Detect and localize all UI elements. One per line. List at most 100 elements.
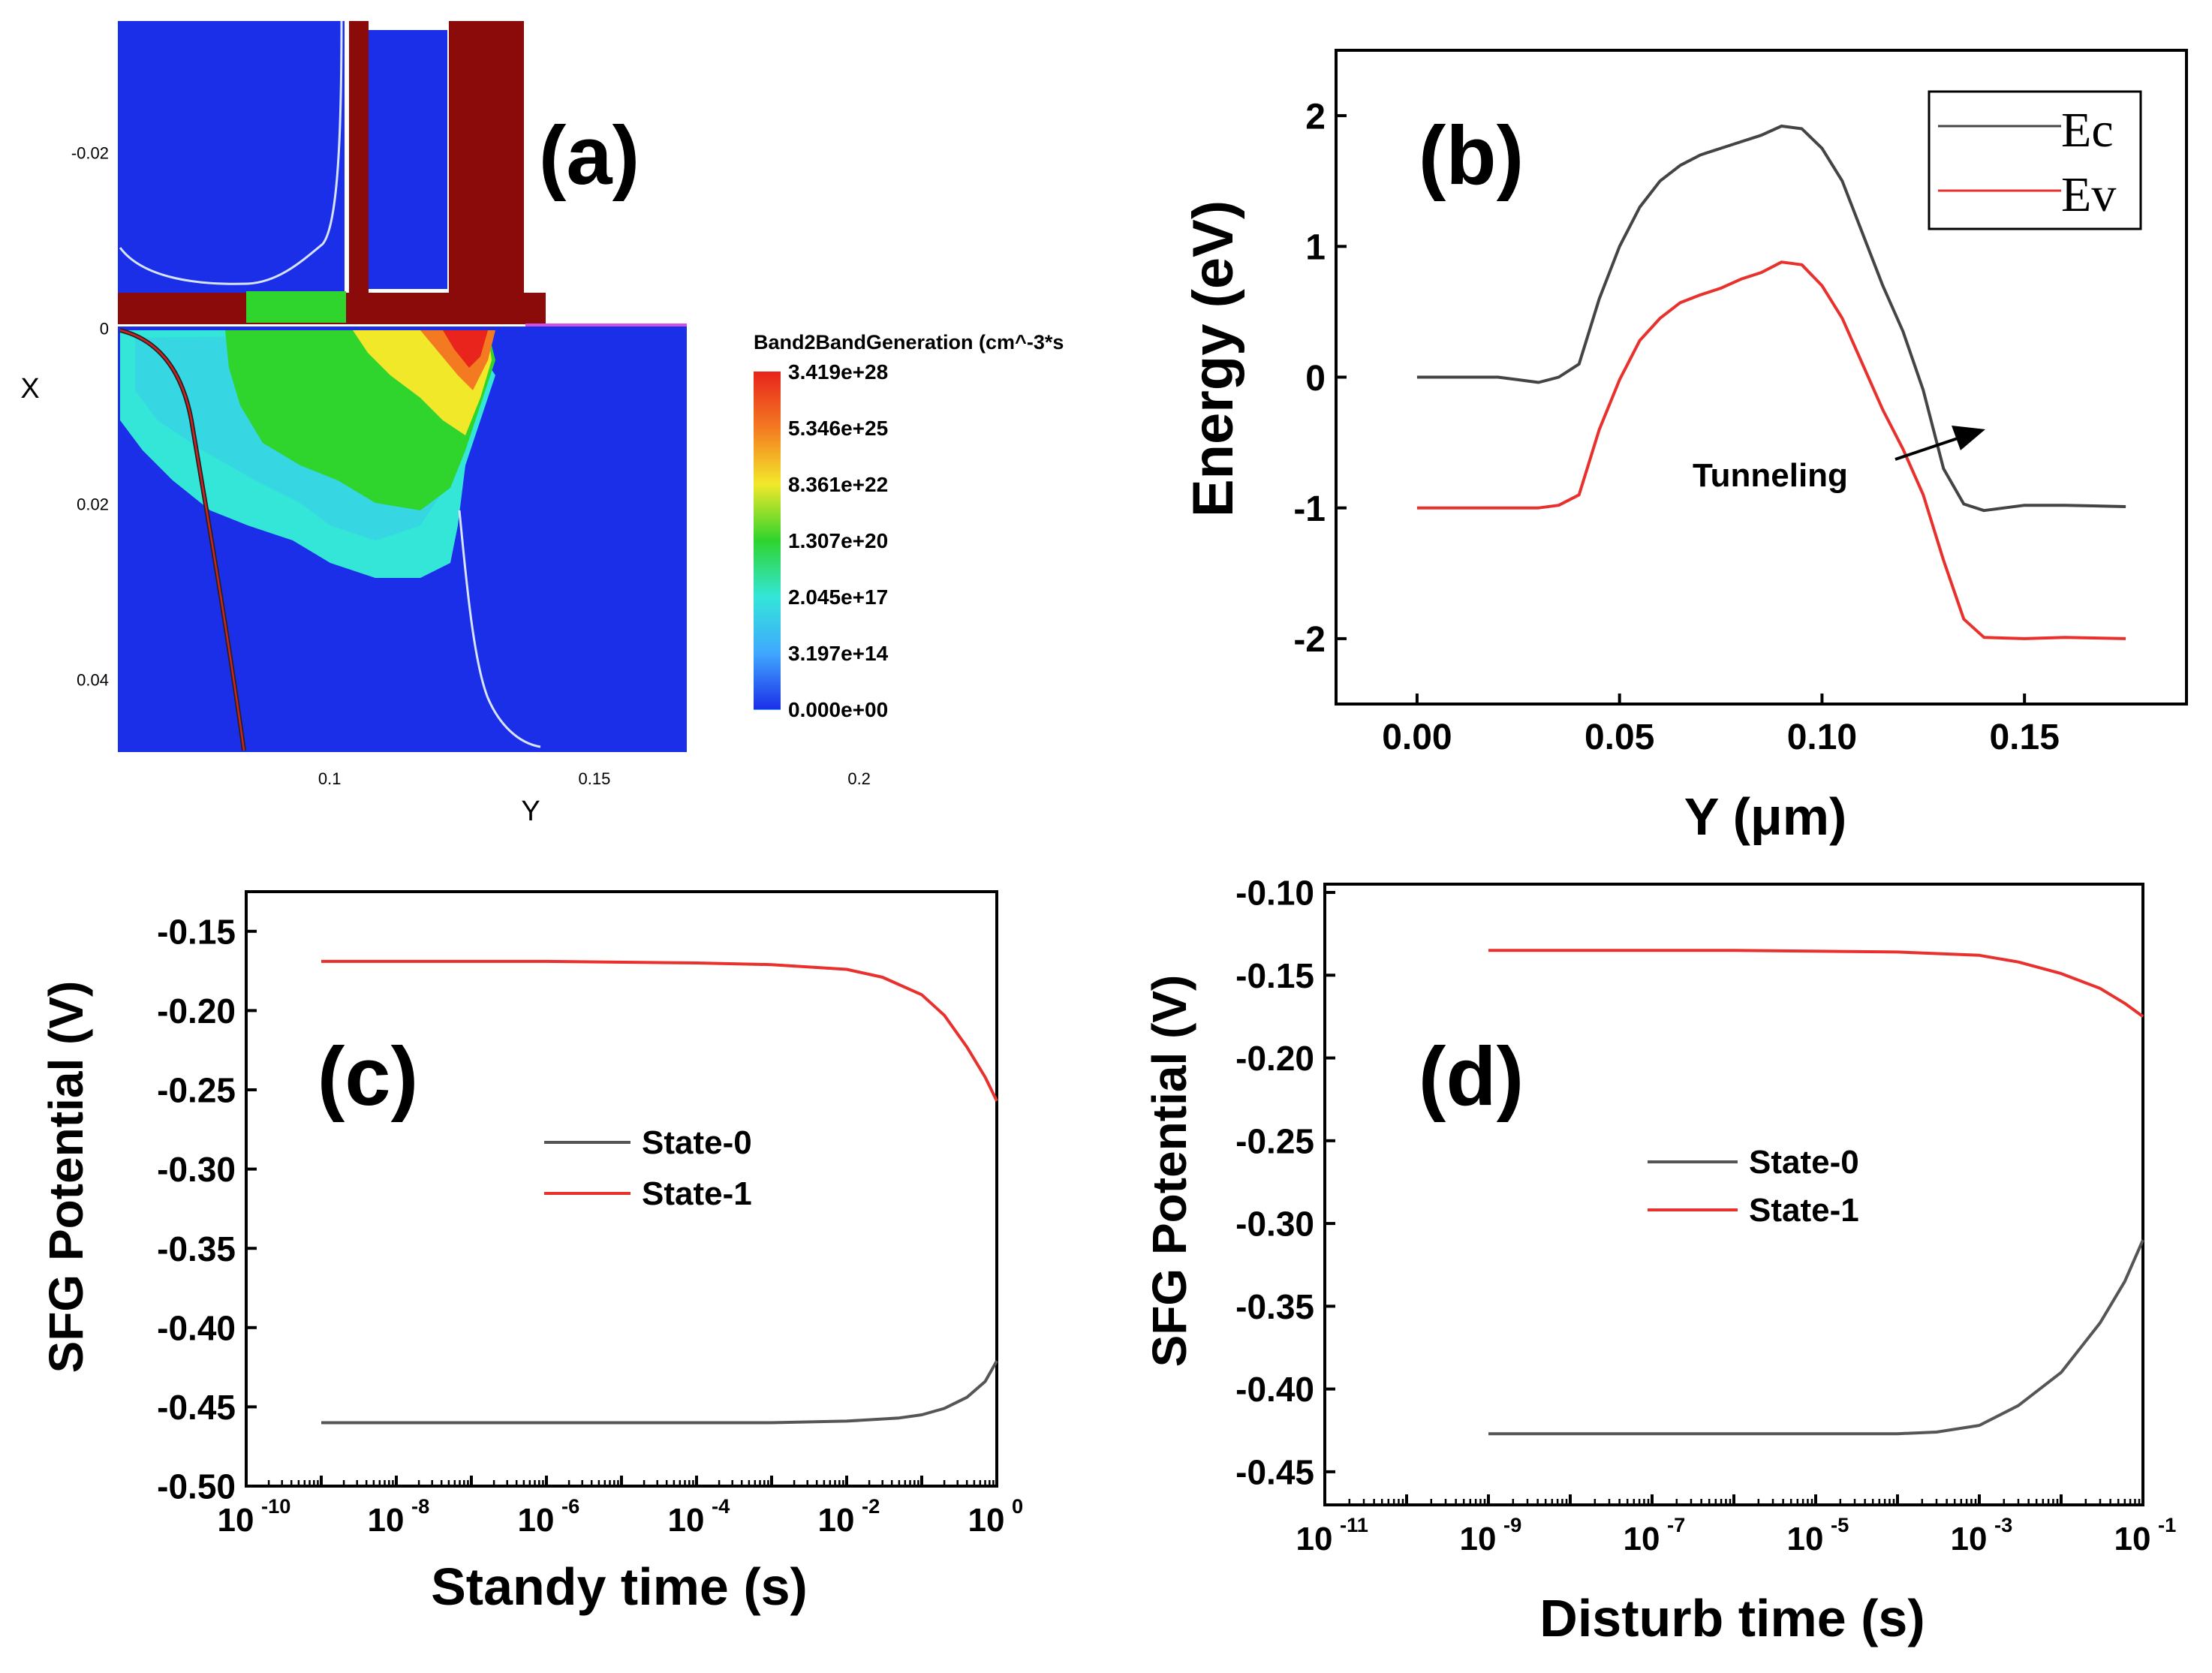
y-tick-label: -2 [1293,620,1326,660]
colorbar-bar [754,372,781,709]
y-tick-label: -0.40 [157,1308,236,1347]
y-tick-label: -0.15 [1235,956,1314,995]
contour-red-junction [119,329,245,751]
y-tick-label: 0 [100,320,109,339]
colorbar-label: 8.361e+22 [788,473,888,496]
panel-b-label: (b) [1419,110,1524,202]
legend-label-state0: State-0 [1749,1144,1859,1181]
y-tick-label: 0 [1305,359,1326,399]
contour-white-gate [119,20,343,285]
x-tick-exponent: -11 [1340,1513,1368,1536]
colorbar-label: 2.045e+17 [788,585,888,609]
y-tick-label: -0.45 [1235,1452,1314,1491]
y-tick-label: -0.30 [157,1150,236,1189]
panel-a-ylabel: X [20,373,39,405]
panel-b-xlabel: Y (μm) [1684,787,1847,846]
panel-a: X Y -0.02 0 0.02 0.04 0.1 0.15 0.2 Band2BandG… [20,0,1064,841]
x-tick-exponent: 0 [1012,1494,1023,1518]
x-tick-label: 10 [218,1502,254,1539]
legend-label-state1: State-1 [1749,1192,1859,1229]
series-line-state-0 [321,1360,998,1425]
panel-b-plot: 2 1 0 -1 -2 0.00 0.05 0.10 0.15 [1293,49,2188,757]
panel-c-legend: State-0 State-1 [544,1124,752,1212]
panel-a-label: (a) [539,110,640,202]
panel-c-label: (c) [318,1031,418,1123]
panel-c-plot: -0.15 -0.20 -0.25 -0.30 -0.35 -0.40 -0.45 -0.50… [157,890,1023,1539]
y-tick-label: -0.15 [157,912,236,951]
y-tick-label: 2 [1305,97,1326,137]
series-line-state-1 [1488,949,2144,1019]
y-tick-label: -0.35 [157,1229,236,1268]
x-tick-label: 0.1 [318,769,342,788]
panel-a-x-ticks: 0.1 0.15 0.2 [318,769,871,788]
y-tick-label: -0.20 [157,991,236,1031]
x-tick-exponent: -1 [2158,1513,2176,1536]
y-tick-label: 0.04 [77,671,109,690]
series-line-state-1 [321,959,998,1102]
colorbar-label: 3.197e+14 [788,642,889,665]
panel-d-label: (d) [1419,1031,1524,1123]
plume-red [443,330,488,368]
panel-a-xlabel: Y [521,796,540,827]
y-tick-label: -0.02 [71,144,109,163]
panel-b-ylabel: Energy (eV) [1181,200,1245,517]
x-tick-label: 0.2 [847,769,871,788]
legend-label-state0: State-0 [642,1124,752,1161]
x-tick-label: 0.15 [578,769,610,788]
y-tick-label: 0.02 [77,495,109,514]
panel-d-plot: -0.10 -0.15 -0.20 -0.25 -0.30 -0.35 -0.40 -0.45… [1235,874,2176,1557]
x-tick-label: 0.15 [1989,718,2059,757]
x-tick-label: 10 [818,1502,855,1539]
y-tick-label: -0.45 [157,1388,236,1427]
x-tick-label: 10 [668,1502,705,1539]
gate-inner-block [369,30,447,289]
panel-b: (b) 210-1-20.00 0.05 0.10 0.15 Energy (eV) … [1181,49,2188,846]
y-tick-label: -0.40 [1235,1370,1314,1409]
x-tick-exponent: -3 [1994,1513,2012,1536]
plot-frame [245,890,998,1488]
series-line-ev [1416,260,2126,640]
colorbar-label: 5.346e+25 [788,417,888,440]
legend-box [1928,90,2142,230]
x-tick-exponent: -9 [1503,1513,1521,1536]
series-line-ec [1416,125,2126,513]
x-tick-exponent: -8 [411,1494,429,1518]
y-tick-label: -0.25 [1235,1121,1314,1160]
panel-c: (c) -0.15-0.20-0.25-0.30-0.35-0.40-0.45-… [39,890,1023,1616]
x-tick-exponent: -7 [1667,1513,1685,1536]
colorbar-title: Band2BandGeneration (cm^-3*s [754,331,1064,354]
plot-frame [1323,883,2144,1506]
x-tick-label: 0.00 [1382,718,1452,757]
x-tick-label: 0.05 [1585,718,1654,757]
y-tick-label: -0.30 [1235,1205,1314,1244]
x-tick-label: 10 [518,1502,555,1539]
colorbar: 3.419e+28 5.346e+25 8.361e+22 1.307e+20 2.04… [754,360,889,721]
contour-white-drain [458,510,541,748]
panel-c-xlabel: Standy time (s) [431,1557,808,1616]
gate-right-block [449,21,524,321]
x-tick-exponent: -6 [561,1494,579,1518]
panel-a-y-ticks: -0.02 0 0.02 0.04 [71,144,109,690]
x-tick-label: 10 [1787,1521,1824,1557]
x-tick-exponent: -2 [862,1494,880,1518]
legend-label-ev: Ev [2061,167,2116,222]
x-tick-label: 10 [368,1502,405,1539]
x-tick-exponent: -10 [261,1494,290,1518]
y-tick-label: -1 [1293,489,1326,529]
tunneling-arrow [1894,426,1985,461]
x-tick-label: 10 [1296,1521,1333,1557]
colorbar-label: 3.419e+28 [788,360,888,384]
x-tick-label: 10 [1460,1521,1497,1557]
gate-green-patch [246,291,346,323]
legend-label-state1: State-1 [642,1175,752,1212]
legend-label-ec: Ec [2061,103,2114,158]
panel-b-legend: Ec Ev [1928,90,2142,230]
x-tick-exponent: -5 [1831,1513,1849,1536]
panel-d: (d) -0.10-0.15-0.20-0.25-0.30-0.35-0.40-… [1142,874,2176,1647]
panel-c-ylabel: SFG Potential (V) [39,981,93,1374]
x-tick-label: 10 [1951,1521,1988,1557]
colorbar-label: 1.307e+20 [788,529,888,552]
x-tick-exponent: -4 [712,1494,730,1518]
y-tick-label: 1 [1305,228,1326,268]
